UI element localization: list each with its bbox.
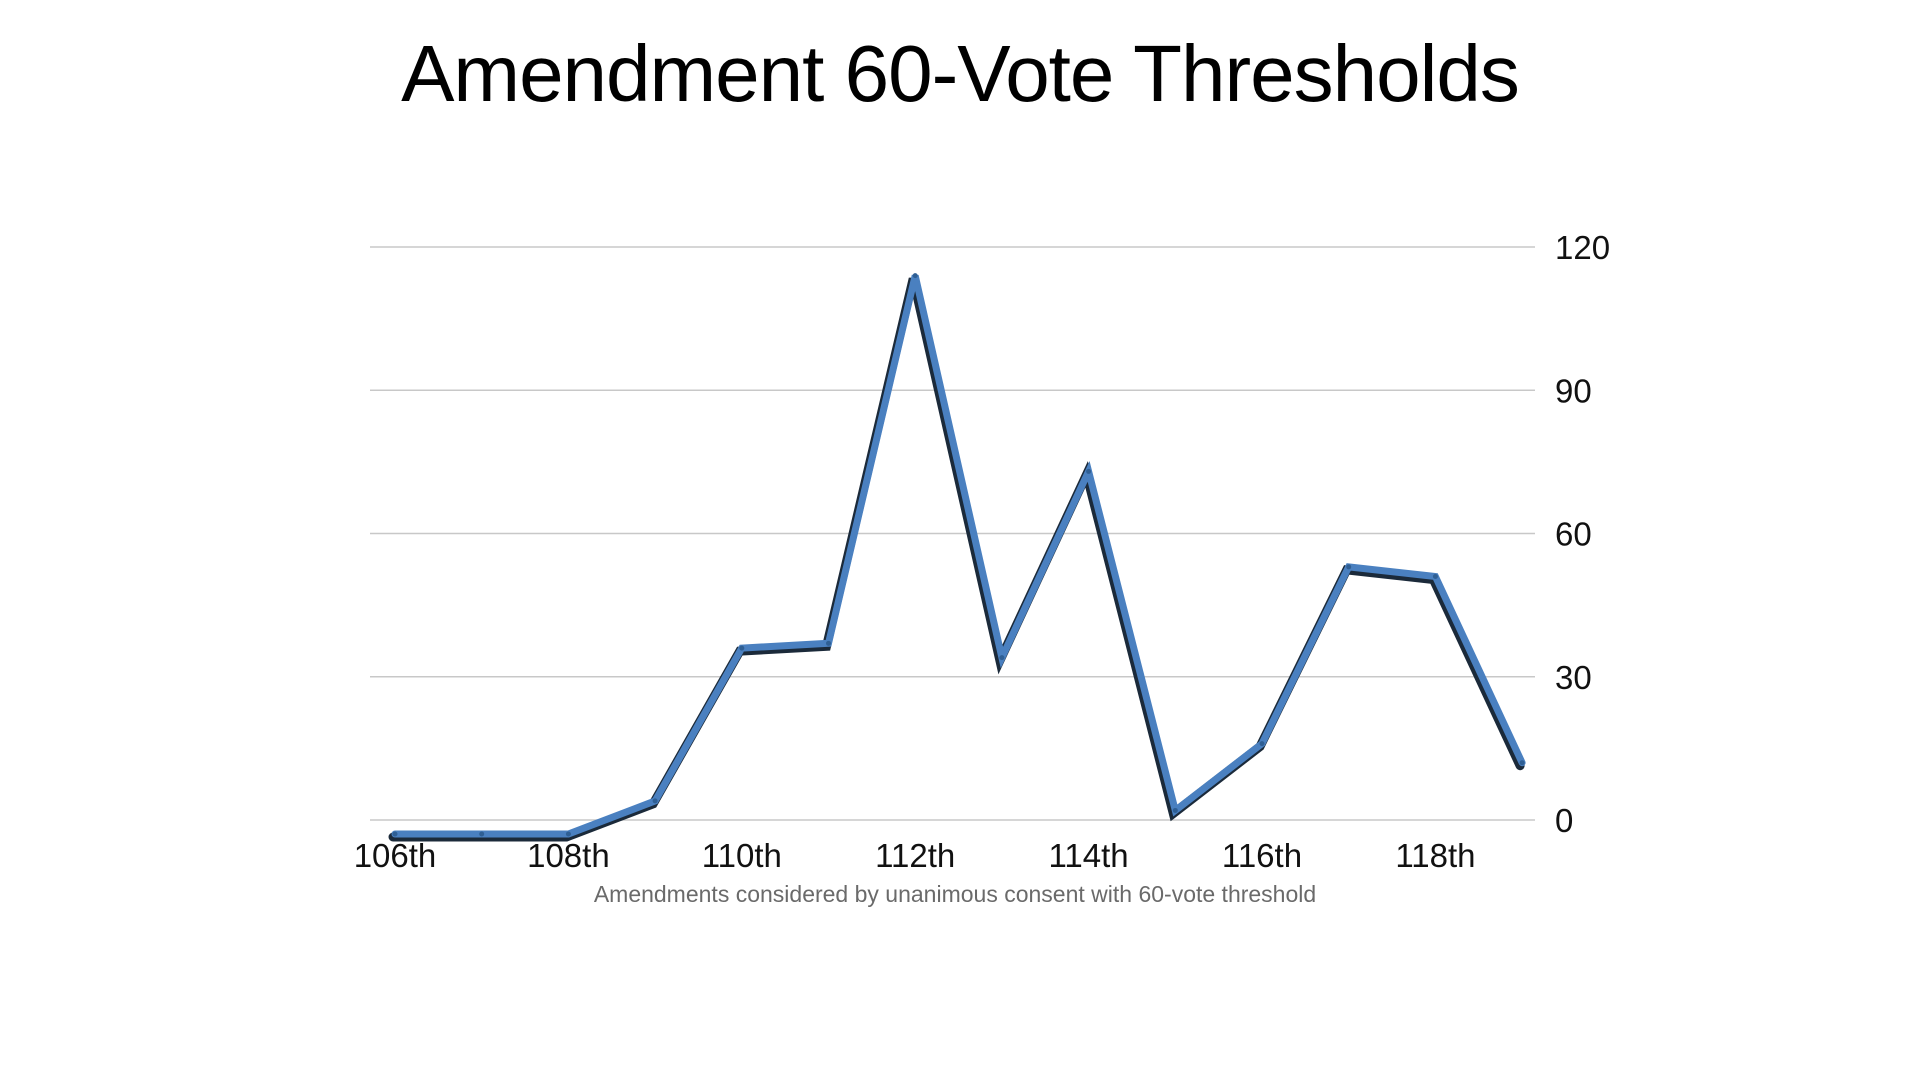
- x-tick-label: 114th: [1049, 837, 1129, 874]
- y-tick-label: 120: [1555, 229, 1610, 266]
- data-point: [1259, 741, 1265, 747]
- data-point: [999, 655, 1005, 661]
- data-point: [392, 831, 398, 837]
- data-point: [739, 645, 745, 651]
- y-tick-label: 60: [1555, 516, 1592, 553]
- series-line-shadow: [388, 277, 1525, 842]
- data-point: [1519, 760, 1525, 766]
- y-tick-label: 90: [1555, 372, 1592, 409]
- data-point: [1086, 468, 1092, 474]
- x-tick-label: 106th: [354, 837, 437, 874]
- x-axis-caption: Amendments considered by unanimous conse…: [594, 881, 1316, 907]
- x-tick-label: 116th: [1222, 837, 1302, 874]
- x-tick-label: 110th: [702, 837, 782, 874]
- x-tick-label: 118th: [1395, 837, 1475, 874]
- data-point: [1432, 573, 1438, 579]
- x-tick-label: 108th: [527, 837, 610, 874]
- series-line: [391, 274, 1526, 838]
- y-tick-label: 30: [1555, 659, 1592, 696]
- data-point: [652, 798, 658, 804]
- data-point: [1172, 807, 1178, 813]
- data-point: [565, 831, 571, 837]
- data-point: [912, 273, 918, 279]
- x-tick-label: 112th: [875, 837, 955, 874]
- chart-title: Amendment 60-Vote Thresholds: [401, 29, 1520, 118]
- data-point: [479, 831, 485, 837]
- data-point: [1346, 564, 1352, 570]
- y-tick-label: 0: [1555, 802, 1573, 839]
- data-point: [826, 640, 831, 646]
